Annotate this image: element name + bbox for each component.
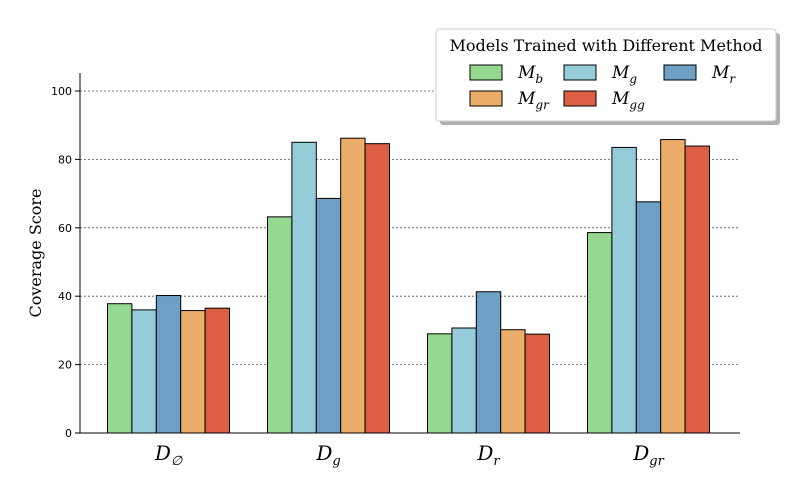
- bar-m-gr-cat-0: [180, 310, 206, 434]
- x-category-label: Dg: [315, 441, 340, 469]
- y-tick-label: 20: [58, 359, 72, 372]
- legend-label-m-g: Mg: [611, 63, 637, 86]
- bar-m-gg-cat-0: [204, 307, 231, 434]
- legend-swatch-m-r: [663, 64, 697, 81]
- y-tick-label: 40: [58, 290, 72, 303]
- bar-m-g-cat-3: [611, 146, 637, 434]
- legend-swatch-m-gr: [469, 90, 503, 107]
- y-tick-label: 60: [58, 222, 72, 235]
- bar-m-r-cat-3: [635, 201, 662, 434]
- bar-m-r-cat-2: [475, 291, 502, 434]
- bar-m-b-cat-1: [267, 216, 293, 434]
- bar-m-r-cat-0: [155, 295, 182, 434]
- y-tick-label: 0: [65, 427, 72, 440]
- legend-label-m-gg: Mgg: [611, 89, 645, 112]
- bar-m-gr-cat-1: [340, 137, 366, 434]
- legend-swatch-m-gg: [563, 90, 597, 107]
- legend: Models Trained with Different Method Mb Mg…: [435, 28, 780, 125]
- y-tick-label: 80: [58, 153, 72, 166]
- y-axis-label: Coverage Score: [26, 188, 45, 317]
- bar-m-gr-cat-3: [660, 139, 686, 434]
- bar-m-g-cat-2: [451, 327, 477, 434]
- x-category-label: Dr: [476, 441, 500, 469]
- bar-m-gg-cat-2: [524, 333, 550, 434]
- legend-title: Models Trained with Different Method: [449, 36, 762, 55]
- legend-swatch-m-g: [563, 64, 597, 81]
- legend-label-m-gr: Mgr: [517, 89, 550, 112]
- bar-m-r-cat-1: [315, 197, 342, 434]
- bar-m-gr-cat-2: [500, 329, 526, 434]
- bar-m-g-cat-1: [291, 141, 317, 434]
- bar-m-b-cat-0: [107, 303, 133, 434]
- legend-label-m-b: Mb: [517, 63, 543, 86]
- bar-m-g-cat-0: [131, 309, 157, 434]
- x-category-label: D∅: [154, 441, 183, 469]
- legend-frame: [435, 28, 777, 122]
- bar-m-gg-cat-3: [684, 145, 710, 434]
- y-tick-label: 100: [51, 85, 72, 98]
- bar-m-gg-cat-1: [364, 143, 391, 434]
- x-category-label: Dgr: [632, 441, 664, 469]
- bar-m-b-cat-3: [587, 232, 613, 434]
- legend-label-m-r: Mr: [711, 63, 736, 86]
- legend-swatch-m-b: [469, 64, 503, 81]
- bar-m-b-cat-2: [427, 333, 453, 434]
